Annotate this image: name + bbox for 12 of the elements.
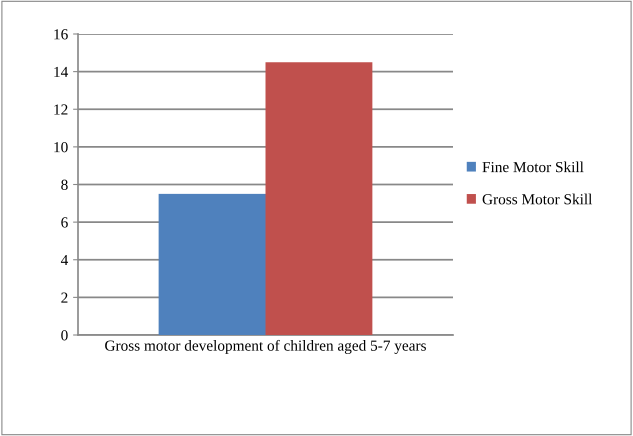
y-tick-label: 6 (61, 217, 68, 228)
legend-label: Fine Motor Skill (482, 161, 584, 172)
y-tick-label: 14 (54, 66, 68, 77)
x-tick-label: Gross motor development of children aged 5-7 years (105, 340, 426, 354)
y-tick-label: 8 (61, 180, 68, 190)
y-tick-label: 2 (61, 292, 68, 303)
y-tick-label: 10 (54, 142, 68, 152)
y-tick-label: 12 (54, 104, 68, 115)
y-tick-label: 0 (61, 330, 68, 340)
y-tick-label: 4 (60, 254, 68, 266)
y-tick-label: 16 (54, 29, 68, 40)
legend-label: Gross Motor Skill (482, 194, 592, 204)
